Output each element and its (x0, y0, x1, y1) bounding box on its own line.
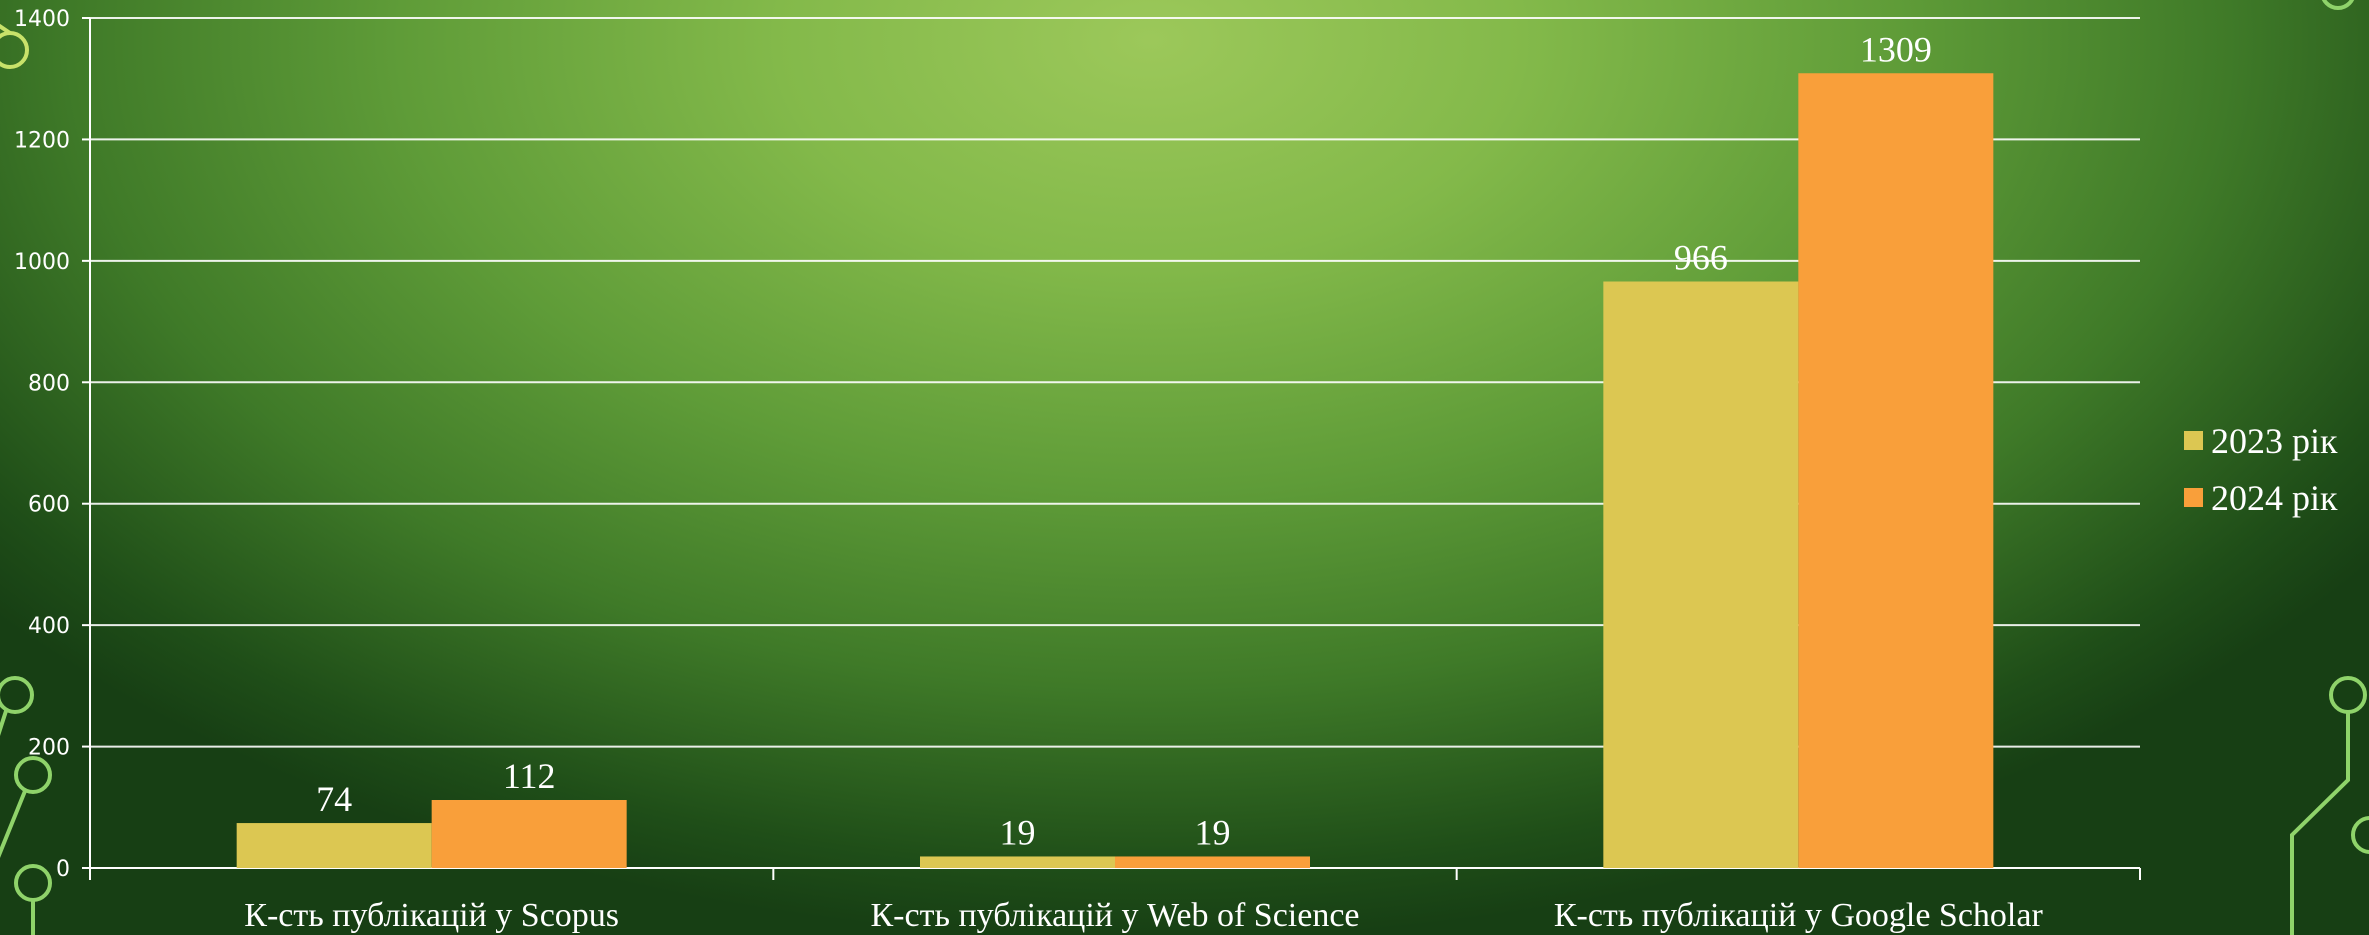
legend-swatch (2184, 488, 2203, 507)
data-labels: 74 112 19 19 966 1309 (316, 29, 1932, 852)
legend-label: 2024 рік (2211, 478, 2338, 518)
decor-node-top-left (0, 31, 29, 69)
data-label: 966 (1674, 238, 1728, 278)
decor-node-right-1 (2329, 676, 2367, 714)
bar-2024-рік (1798, 73, 1994, 868)
y-tick-label: 1200 (14, 128, 70, 153)
bar-2023-рік (236, 823, 432, 868)
decor-node-left-3 (14, 864, 52, 902)
bar-2024-рік (431, 800, 627, 868)
data-label: 19 (1195, 812, 1231, 852)
x-category-label: К-сть публікацій у Google Scholar (1554, 897, 2044, 934)
data-label: 74 (316, 779, 352, 819)
bar-2024-рік (1115, 856, 1310, 868)
bar-2023-рік (1603, 281, 1799, 868)
y-tick-label: 600 (28, 493, 70, 518)
decor-trace-left-1 (0, 710, 8, 737)
decor-trace-left-2 (0, 790, 27, 858)
legend: 2023 рік 2024 рік (2184, 421, 2338, 518)
y-tick-label: 1400 (14, 7, 70, 32)
x-category-label: К-сть публікацій у Web of Science (871, 897, 1360, 934)
legend-label: 2023 рік (2211, 421, 2338, 461)
y-tick-label: 200 (28, 736, 70, 761)
data-label: 19 (1000, 812, 1036, 852)
decor-node-right-2 (2351, 816, 2369, 854)
y-tick-label: 800 (28, 371, 70, 396)
bar-2023-рік (920, 856, 1115, 868)
bars (236, 73, 1994, 868)
decor-node-top-right (2321, 0, 2355, 10)
decor-node-left-1 (0, 676, 34, 714)
decor-trace-top-left (0, 23, 12, 35)
legend-swatch (2184, 431, 2203, 450)
x-axis: К-сть публікацій у Scopus К-сть публікаці… (89, 867, 2141, 934)
y-axis: 0 200 400 600 800 1000 1200 1400 (14, 7, 91, 882)
y-tick-label: 0 (56, 857, 70, 882)
y-tick-label: 400 (28, 614, 70, 639)
decor-trace-right-1 (2290, 712, 2350, 935)
decor-node-left-2 (14, 756, 52, 794)
x-category-label: К-сть публікацій у Scopus (244, 897, 619, 934)
y-tick-label: 1000 (14, 250, 70, 275)
data-label: 1309 (1860, 29, 1932, 69)
data-label: 112 (503, 756, 556, 796)
